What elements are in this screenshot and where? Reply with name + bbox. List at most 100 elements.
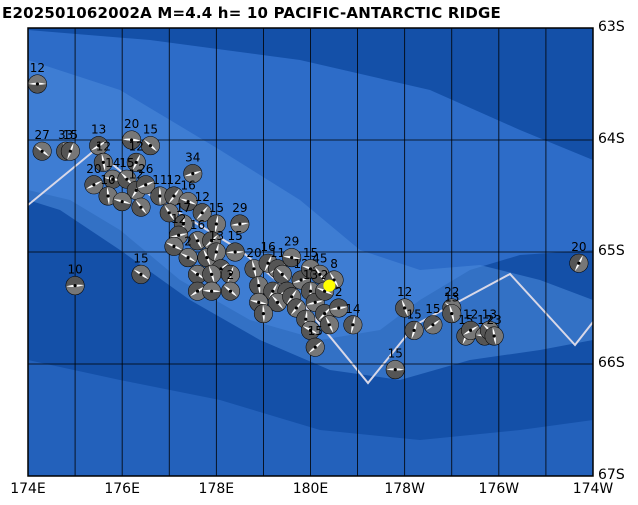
beachball-quadrant xyxy=(164,242,183,256)
focal-mechanism xyxy=(272,264,292,284)
beachball-center xyxy=(92,183,96,187)
longitude-label: 174W xyxy=(572,481,614,497)
beachball-center xyxy=(158,194,162,198)
beachball-quadrant xyxy=(282,256,301,267)
beachball-center xyxy=(577,261,581,265)
beachball-center xyxy=(351,323,355,327)
latitude-label: 64S xyxy=(598,131,625,147)
beachball-quadrant xyxy=(275,265,292,281)
focal-mechanism: 26 xyxy=(136,162,156,195)
mechanism-depth-label: 15 xyxy=(119,156,134,170)
beachball-center xyxy=(210,272,214,276)
mechanism-depth-label: 2 xyxy=(227,268,235,282)
focal-mechanism xyxy=(253,304,273,324)
focal-mechanism xyxy=(249,276,269,296)
mechanism-depth-label: 29 xyxy=(284,235,299,249)
mechanism-depth-label: 15 xyxy=(133,251,148,265)
mechanism-depth-label: 12 xyxy=(30,61,45,75)
beachball-quadrant xyxy=(329,306,348,317)
beachball-center xyxy=(210,239,214,243)
beachball-quadrant xyxy=(395,299,408,318)
beachball-quadrant xyxy=(202,282,221,292)
beachball-quadrant xyxy=(320,316,334,334)
beachball-quadrant xyxy=(188,232,202,250)
beachball-center xyxy=(200,211,204,215)
focal-mechanism: 15 xyxy=(385,347,405,380)
beachball-quadrant xyxy=(214,243,226,261)
focal-mechanism: 29 xyxy=(230,201,250,234)
focal-mechanism: 2 xyxy=(178,235,198,268)
beachball-center xyxy=(148,144,153,148)
focal-mechanism: 20 xyxy=(84,162,104,195)
focal-mechanism: 15 xyxy=(423,302,443,335)
beachball-center xyxy=(120,200,124,204)
mechanism-depth-label: 15 xyxy=(425,302,440,316)
beachball-center xyxy=(238,222,242,226)
focal-mechanism: 13 xyxy=(89,123,109,156)
beachball-center xyxy=(129,138,134,142)
beachball-quadrant xyxy=(226,251,245,261)
beachball-center xyxy=(181,222,185,226)
focal-mechanism: 16 xyxy=(188,218,207,251)
mechanism-depth-label: 15 xyxy=(388,347,403,361)
beachball-quadrant xyxy=(310,267,326,284)
beachball-quadrant xyxy=(411,321,424,340)
beachball-center xyxy=(318,272,322,276)
beachball-center xyxy=(125,177,129,181)
mechanism-depth-label: 15 xyxy=(63,128,78,142)
mechanism-depth-label: 14 xyxy=(345,302,360,316)
beachball-center xyxy=(73,284,77,288)
beachball-center xyxy=(313,300,317,304)
focal-mechanism: 12 xyxy=(164,173,184,206)
beachball-quadrant xyxy=(193,203,209,220)
focal-mechanism xyxy=(268,292,288,312)
mechanism-depth-label: 11 xyxy=(152,173,167,187)
mechanism-depth-label: 12 xyxy=(171,212,186,226)
latitude-label: 67S xyxy=(598,467,625,483)
beachball-center xyxy=(403,306,407,310)
beachball-quadrant xyxy=(574,255,588,273)
focal-mechanism xyxy=(202,264,222,284)
mechanism-depth-label: 26 xyxy=(138,162,153,176)
beachball-center xyxy=(195,272,200,276)
beachball-quadrant xyxy=(188,282,205,297)
mechanism-depth-label: 15 xyxy=(308,324,323,338)
mechanism-depth-label: 12 xyxy=(166,173,181,187)
beachball-center xyxy=(195,289,200,293)
mechanism-depth-label: 15 xyxy=(228,229,243,243)
focal-mechanism: 12 xyxy=(126,139,146,172)
focal-mechanism: 2 xyxy=(220,268,240,301)
mechanism-depth-label: 13 xyxy=(482,307,497,321)
beachball-quadrant xyxy=(101,153,113,172)
beachball-center xyxy=(261,312,266,316)
beachball-center xyxy=(191,172,195,176)
mechanism-depth-label: 45 xyxy=(312,251,327,265)
latitude-label: 66S xyxy=(598,355,625,371)
beachball-center xyxy=(219,267,223,271)
focal-mechanism: 15 xyxy=(404,307,424,340)
beachball-center xyxy=(308,289,313,293)
beachball-quadrant xyxy=(230,215,249,226)
beachball-quadrant xyxy=(164,187,180,204)
mechanism-depth-label: 13 xyxy=(444,291,459,305)
beachball-quadrant xyxy=(99,187,109,205)
beachball-center xyxy=(139,272,143,276)
beachball-quadrant xyxy=(254,304,264,323)
latitude-label: 65S xyxy=(598,243,625,259)
beachball-quadrant xyxy=(287,299,303,315)
beachball-center xyxy=(492,334,496,338)
beachball-center xyxy=(431,323,435,327)
beachball-quadrant xyxy=(179,198,197,211)
longitude-label: 178E xyxy=(198,481,235,497)
focal-mechanism: 29 xyxy=(282,235,302,268)
beachball-quadrant xyxy=(263,282,278,300)
mechanism-depth-label: 10 xyxy=(67,263,82,277)
beachball-quadrant xyxy=(137,181,155,194)
map-frame xyxy=(27,27,594,477)
beachball-center xyxy=(290,256,294,260)
beachball-quadrant xyxy=(273,268,289,284)
beachball-center xyxy=(280,272,284,276)
beachball-quadrant xyxy=(221,285,238,301)
focal-mechanism: 20 xyxy=(122,117,142,150)
focal-mechanism: 10 xyxy=(65,263,85,296)
